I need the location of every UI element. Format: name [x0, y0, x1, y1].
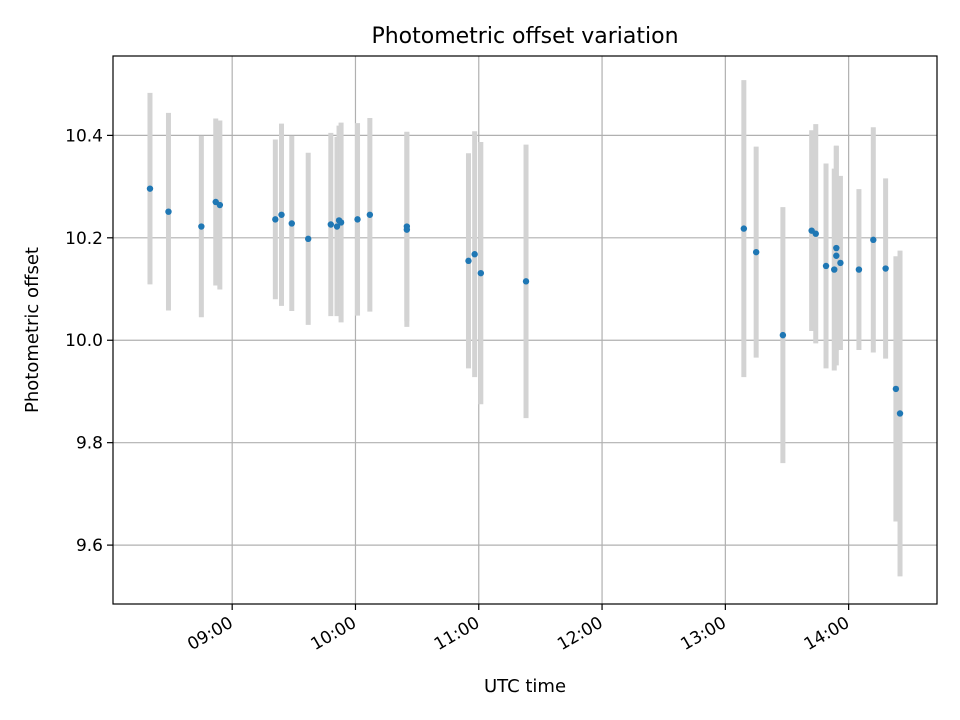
- data-point: [471, 251, 478, 258]
- data-point: [366, 211, 374, 218]
- data-point: [327, 221, 335, 228]
- data-point: [833, 252, 840, 259]
- data-point: [870, 236, 877, 244]
- y-tick-label: 9.6: [76, 536, 103, 556]
- data-point: [272, 216, 279, 223]
- data-point: [833, 244, 840, 252]
- data-point: [831, 266, 838, 273]
- data-point: [892, 385, 900, 393]
- data-point: [477, 269, 485, 277]
- data-points: [146, 185, 904, 417]
- data-point: [146, 185, 154, 192]
- data-point: [403, 223, 411, 230]
- y-axis-label: Photometric offset: [22, 247, 43, 413]
- data-point: [896, 410, 904, 417]
- y-tick-label: 9.8: [76, 434, 103, 454]
- data-point: [822, 262, 830, 270]
- data-point: [333, 223, 341, 230]
- data-point: [837, 259, 844, 267]
- data-point: [278, 211, 285, 218]
- data-point: [198, 223, 205, 230]
- plot-frame: [112, 55, 938, 605]
- chart-title: Photometric offset variation: [371, 24, 678, 49]
- y-tick-label: 10.2: [65, 229, 103, 249]
- data-point: [882, 265, 889, 272]
- y-tick-label: 10.4: [65, 126, 103, 146]
- data-point: [752, 248, 760, 256]
- data-point: [337, 219, 345, 226]
- data-point: [465, 257, 472, 265]
- data-point: [288, 220, 295, 227]
- data-point: [855, 266, 863, 273]
- y-axis: 9.6 9.8 10.0 10.2 10.4: [65, 126, 113, 556]
- x-axis-label: UTC time: [484, 676, 566, 697]
- data-point: [305, 235, 312, 243]
- data-point: [354, 216, 361, 223]
- y-tick-label: 10.0: [65, 331, 103, 351]
- data-point: [779, 331, 787, 339]
- data-point: [216, 201, 224, 209]
- data-point: [165, 208, 172, 215]
- data-point: [740, 225, 748, 232]
- data-point: [812, 230, 819, 237]
- data-point: [522, 278, 530, 285]
